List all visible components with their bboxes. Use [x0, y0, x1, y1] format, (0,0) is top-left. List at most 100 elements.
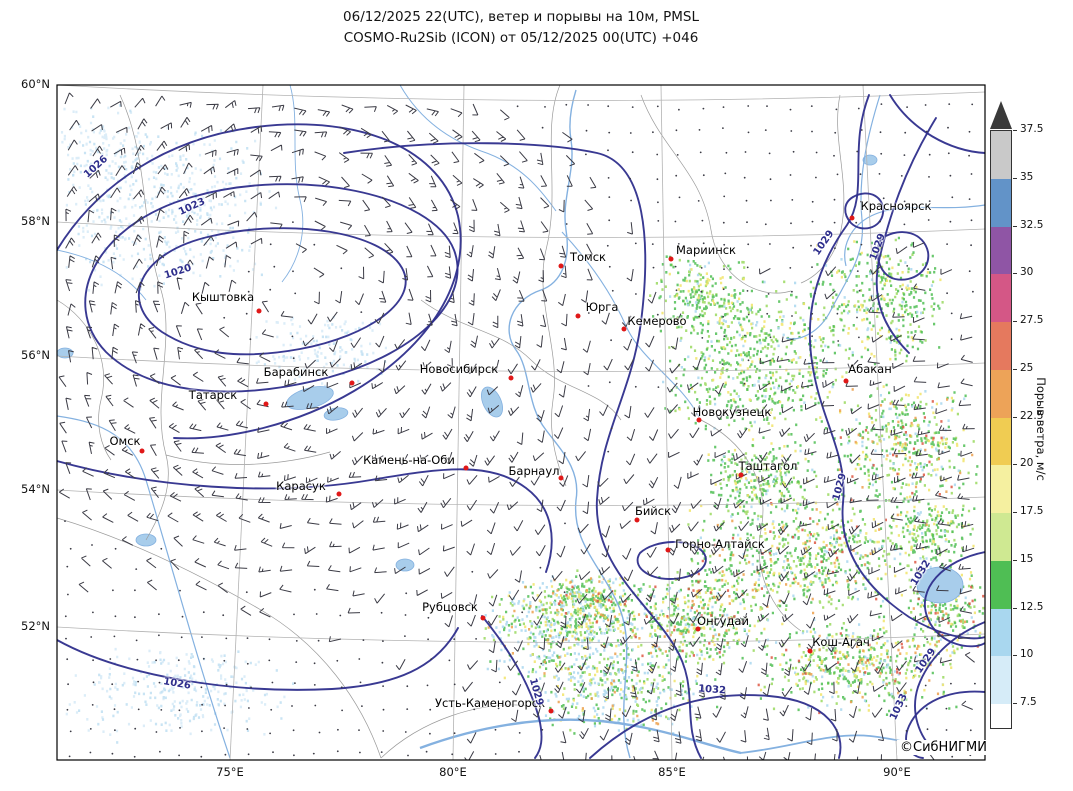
colorbar-tick-label: 35	[1020, 170, 1034, 183]
city-dot	[256, 308, 262, 314]
colorbar-segment	[991, 369, 1011, 418]
isobar-layer	[57, 94, 985, 759]
city-dot	[575, 313, 581, 319]
colorbar-tick	[1013, 655, 1017, 657]
city-label: Омск	[109, 434, 141, 448]
colorbar-tick	[1013, 464, 1017, 466]
city-label: Бийск	[634, 504, 672, 518]
lat-tick-label: 58°N	[21, 214, 50, 228]
colorbar-tick	[1013, 273, 1017, 275]
city-label: Татарск	[188, 388, 238, 402]
isobar-line	[889, 94, 985, 154]
chart-title: 06/12/2025 22(UTC), ветер и порывы на 10…	[0, 7, 1042, 49]
isobar-line	[343, 142, 702, 759]
city-dot	[480, 615, 486, 621]
city-dot	[696, 417, 702, 423]
city-dot	[738, 472, 744, 478]
city-dot	[336, 491, 342, 497]
colorbar-tick	[1013, 368, 1017, 370]
isobar-line	[876, 231, 930, 281]
lon-tick-label: 85°E	[658, 765, 686, 779]
colorbar: 37.5 35 32.5 30 27.5 25 22.5 20 17.5 15 12.5 10 7.5	[990, 101, 1073, 766]
city-label: Новосибирск	[419, 362, 499, 376]
city-dot	[463, 465, 469, 471]
colorbar-segment	[991, 560, 1011, 609]
city-dot	[668, 256, 674, 262]
isobar-line	[57, 123, 462, 440]
city-label: Карасук	[276, 479, 326, 493]
city-label: Новокузнецк	[692, 405, 772, 419]
colorbar-segment	[991, 178, 1011, 227]
isobar-line	[481, 615, 543, 759]
isobar-line	[923, 551, 985, 648]
colorbar-segment	[991, 417, 1011, 466]
colorbar-tick	[1013, 607, 1017, 609]
isobar-line	[875, 117, 937, 354]
colorbar-underflow-segment	[991, 704, 1011, 728]
isobar-line	[914, 621, 985, 752]
lon-tick-label: 80°E	[439, 765, 467, 779]
colorbar-segment	[991, 465, 1011, 513]
colorbar-segment	[991, 322, 1011, 370]
isobar-value-label: 1032	[697, 683, 727, 697]
city-dot	[843, 378, 849, 384]
colorbar-tick-label: 27.5	[1020, 314, 1044, 326]
city-dot	[508, 375, 514, 381]
city-label: Усть-Каменогорск	[434, 696, 546, 710]
colorbar-tick-label: 15	[1020, 552, 1034, 565]
city-label: Таштагол	[738, 459, 798, 473]
isobar-line	[844, 192, 884, 230]
city-label: Барнаул	[508, 464, 560, 478]
city-label: Рубцовск	[422, 600, 478, 614]
city-dot	[558, 263, 564, 269]
city-label: Камень-на-Оби	[363, 453, 455, 467]
map-frame-border	[56, 84, 986, 761]
city-dot	[548, 708, 554, 714]
city-dot	[139, 448, 145, 454]
colorbar-tick	[1013, 130, 1017, 131]
colorbar-segment	[991, 608, 1011, 657]
copyright-watermark: ©СибНИГМИ	[897, 740, 990, 755]
map-plot-area	[57, 85, 985, 760]
city-dot	[558, 475, 564, 481]
city-label: Кош-Агач	[812, 635, 870, 649]
city-label: Томск	[569, 250, 607, 264]
admin-borders-layer	[57, 85, 845, 759]
colorbar-tick	[1013, 321, 1017, 322]
city-dot	[634, 517, 640, 523]
lat-tick-label: 52°N	[21, 619, 50, 633]
colorbar-segment	[991, 131, 1011, 179]
colorbar-tick-label: 30	[1020, 266, 1034, 279]
city-label: Онгудай	[697, 614, 749, 628]
lat-tick-label: 60°N	[21, 77, 50, 91]
colorbar-segment	[991, 513, 1011, 561]
colorbar-tick-label: 10	[1020, 648, 1034, 661]
lat-tick-label: 54°N	[21, 482, 50, 496]
city-label: Кемерово	[627, 314, 687, 328]
city-dot	[621, 326, 627, 332]
colorbar-tick-label: 37.5	[1020, 123, 1044, 135]
colorbar-tick-label: 25	[1020, 361, 1034, 374]
colorbar-tick-label: 22.5	[1020, 409, 1044, 422]
city-dot	[695, 626, 701, 632]
isobar-line	[137, 227, 407, 356]
colorbar-tick-label: 32.5	[1020, 218, 1044, 231]
city-dot	[349, 380, 355, 386]
colorbar-tick	[1013, 225, 1017, 227]
city-label: Барабинск	[263, 365, 329, 379]
gust-speckle-layer	[60, 104, 985, 744]
colorbar-segment	[991, 226, 1011, 275]
lon-tick-label: 90°E	[883, 765, 911, 779]
colorbar-tick-label: 20	[1020, 457, 1034, 470]
city-dot	[263, 401, 269, 407]
lon-tick-label: 75°E	[216, 765, 244, 779]
isobar-line	[636, 541, 707, 580]
city-label: Юрга	[585, 300, 619, 314]
colorbar-segment	[991, 656, 1011, 704]
isobar-line	[57, 627, 459, 691]
city-dot	[665, 547, 671, 553]
colorbar-tick	[1013, 703, 1017, 704]
colorbar-tick	[1013, 512, 1017, 513]
